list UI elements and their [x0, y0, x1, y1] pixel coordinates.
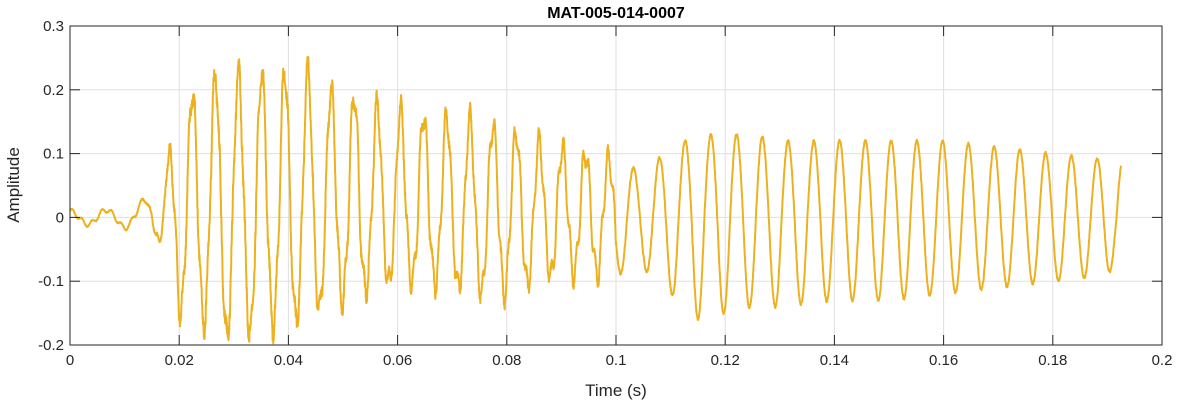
y-tick-label: 0	[56, 209, 64, 226]
x-tick-label: 0.08	[492, 352, 521, 369]
x-tick-label: 0.06	[383, 352, 412, 369]
tick-marks	[69, 25, 1163, 346]
y-tick-label: 0.1	[43, 146, 64, 163]
series-group	[69, 55, 1122, 345]
x-tick-label: 0	[66, 352, 74, 369]
y-tick-label: -0.2	[38, 337, 64, 354]
x-tick-label: 0.18	[1038, 352, 1067, 369]
x-tick-label: 0.02	[165, 352, 194, 369]
y-tick-labels: -0.2 -0.1 0 0.1 0.2 0.3	[38, 18, 64, 354]
x-axis-label: Time (s)	[585, 381, 647, 400]
x-tick-label: 0.2	[1152, 352, 1173, 369]
y-tick-label: 0.2	[43, 82, 64, 99]
y-axis-label: Amplitude	[4, 147, 23, 223]
x-tick-label: 0.14	[820, 352, 849, 369]
waveform-line	[69, 55, 1122, 345]
y-tick-label: -0.1	[38, 273, 64, 290]
y-tick-label: 0.3	[43, 18, 64, 35]
x-tick-label: 0.12	[711, 352, 740, 369]
x-tick-labels: 0 0.02 0.04 0.06 0.08 0.1 0.12 0.14 0.16 0.18 0.2	[66, 352, 1173, 369]
chart-title: MAT-005-014-0007	[547, 5, 685, 22]
x-tick-label: 0.04	[274, 352, 303, 369]
x-tick-label: 0.1	[606, 352, 627, 369]
x-tick-label: 0.16	[929, 352, 958, 369]
